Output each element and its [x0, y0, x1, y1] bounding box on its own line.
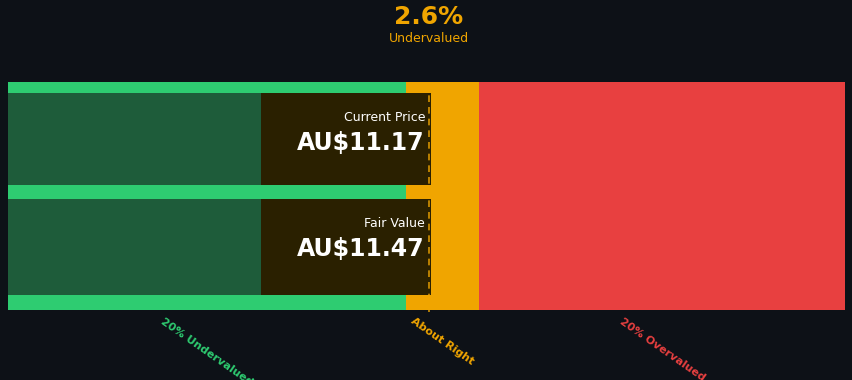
Bar — [261, 199, 430, 295]
Text: Current Price: Current Price — [343, 111, 424, 124]
Bar — [479, 185, 844, 199]
Text: 20% Overvalued: 20% Overvalued — [617, 316, 705, 380]
Text: 2.6%: 2.6% — [394, 5, 463, 29]
Text: 20% Undervalued: 20% Undervalued — [159, 316, 255, 380]
Bar — [479, 93, 844, 185]
Bar — [8, 185, 406, 199]
Bar — [406, 295, 479, 310]
Bar — [479, 82, 844, 93]
Bar — [406, 82, 479, 93]
Text: About Right: About Right — [409, 316, 475, 367]
Bar — [406, 185, 479, 199]
Bar — [8, 295, 406, 310]
Text: Fair Value: Fair Value — [364, 217, 424, 230]
Bar — [8, 82, 406, 93]
Bar — [406, 93, 479, 185]
Bar — [261, 93, 430, 185]
Text: AU$11.17: AU$11.17 — [297, 131, 424, 155]
Text: Undervalued: Undervalued — [389, 32, 469, 45]
Text: AU$11.47: AU$11.47 — [297, 237, 424, 261]
Bar — [8, 93, 406, 185]
Bar — [479, 295, 844, 310]
Bar — [406, 199, 479, 295]
Bar — [479, 199, 844, 295]
Bar — [8, 199, 406, 295]
